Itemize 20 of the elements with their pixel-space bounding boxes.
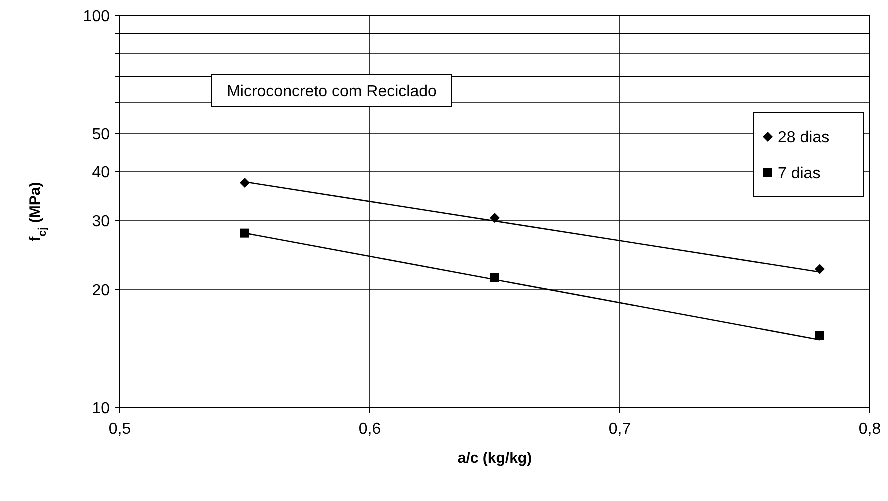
y-tick-label: 30 (92, 214, 110, 231)
point (490, 273, 500, 282)
x-tick-label: 0,6 (358, 421, 382, 438)
y-tick-label: 50 (92, 126, 110, 144)
legend-label: 7 dias (778, 166, 821, 183)
y-tick-label: 100 (83, 8, 110, 26)
x-tick-label: 0,7 (608, 421, 632, 438)
y-tick-label: 40 (92, 164, 110, 182)
point (490, 213, 500, 224)
point (240, 228, 250, 238)
y-tick-label: 10 (92, 400, 110, 418)
x-tick-label: 0,8 (858, 421, 882, 438)
point (815, 264, 825, 274)
x-tick-label: 0,5 (108, 421, 132, 438)
legend-label: 28 dias (778, 130, 830, 147)
point (816, 331, 824, 340)
y-tick-label: 20 (92, 282, 110, 300)
annotation: Microconcreto com Reciclado (227, 84, 438, 101)
point (240, 178, 250, 188)
x-axis-title: a/c (kg/kg) (458, 450, 532, 467)
